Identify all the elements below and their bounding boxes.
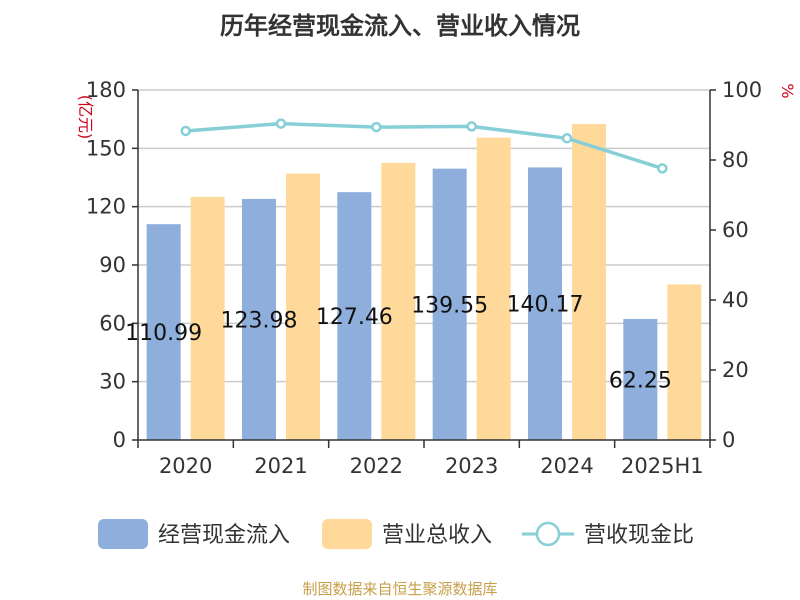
x-tick-label: 2023 (445, 454, 498, 478)
data-label: 127.46 (316, 305, 393, 330)
legend-label-revenue: 营业总收入 (382, 523, 492, 548)
ratio-point (657, 163, 668, 174)
data-label: 62.25 (609, 368, 672, 393)
y2-tick-label: 60 (722, 218, 749, 242)
y2-tick-label: 0 (722, 428, 735, 452)
legend-swatch-revenue (322, 519, 372, 549)
ratio-point (180, 125, 191, 137)
y-tick-label: 0 (113, 428, 126, 452)
grid-layer (138, 89, 710, 383)
bar-cash-inflow (337, 192, 372, 440)
y-tick-label: 30 (99, 370, 126, 394)
y2-tick-label: 100 (722, 78, 762, 102)
legend-marker-ratio (535, 521, 561, 547)
y-tick-label: 90 (99, 253, 126, 277)
ratio-point (275, 118, 287, 129)
data-label: 139.55 (411, 293, 488, 318)
bar-revenue (190, 196, 225, 440)
bar-revenue (667, 284, 702, 440)
bar-revenue (286, 173, 320, 440)
bar-cash-inflow (528, 167, 562, 441)
y2-tick-label: 40 (722, 288, 749, 312)
ratio-point (466, 121, 477, 132)
bars-layer (146, 124, 702, 441)
ratio-point (371, 121, 382, 133)
y2-tick-label: 20 (722, 358, 749, 382)
data-label: 123.98 (221, 308, 298, 333)
x-tick-label: 2021 (254, 454, 307, 478)
y-tick-label: 120 (86, 195, 126, 219)
bar-revenue (381, 162, 416, 440)
bar-cash-inflow (432, 168, 467, 440)
data-label: 140.17 (507, 293, 584, 318)
source-note: 制图数据来自恒生聚源数据库 (302, 580, 498, 598)
y2-axis-unit: % (778, 83, 797, 98)
axes-layer: 0 30 60 90 120 150 180 0 20 40 60 80 100 2020 2021 2022… (76, 78, 797, 478)
legend-swatch-cash-inflow (98, 519, 148, 549)
line-layer (180, 118, 668, 174)
chart-title: 历年经营现金流入、营业收入情况 (220, 12, 580, 40)
x-tick-label: 2024 (540, 454, 593, 478)
bar-cash-inflow (146, 224, 181, 440)
x-tick-label: 2020 (159, 454, 212, 478)
bar-revenue (572, 124, 606, 441)
ratio-line (185, 121, 663, 171)
x-tick-label: 2022 (350, 454, 403, 478)
bar-revenue (476, 137, 511, 440)
legend-label-ratio: 营收现金比 (584, 523, 694, 548)
legend-layer: 经营现金流入 营业总收入 营收现金比 (98, 519, 694, 549)
y-tick-label: 150 (86, 136, 126, 160)
data-label: 110.99 (125, 321, 202, 346)
y-tick-label: 180 (86, 78, 126, 102)
ratio-point (561, 133, 573, 144)
bar-cash-inflow (242, 198, 276, 440)
y-tick-label: 60 (99, 311, 126, 335)
legend-label-cash-inflow: 经营现金流入 (158, 523, 290, 548)
x-tick-label: 2025H1 (621, 454, 704, 478)
labels-layer: 110.99 123.98 127.46 139.55 140.17 62.25 (125, 293, 672, 394)
bar-cash-inflow (623, 318, 658, 440)
y2-tick-label: 80 (722, 148, 749, 172)
y-axis-unit: (亿元) (76, 95, 95, 140)
